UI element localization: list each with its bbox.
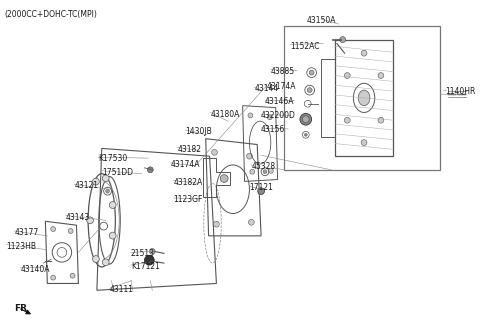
Bar bbox=[335, 40, 393, 156]
Circle shape bbox=[268, 168, 273, 173]
Circle shape bbox=[248, 113, 253, 118]
Circle shape bbox=[250, 169, 255, 174]
Circle shape bbox=[51, 275, 56, 280]
Text: FR: FR bbox=[14, 304, 27, 313]
Text: K17530: K17530 bbox=[98, 154, 127, 163]
Circle shape bbox=[263, 170, 267, 174]
Text: K17121: K17121 bbox=[131, 262, 160, 271]
Text: 1123GF: 1123GF bbox=[174, 195, 203, 204]
Text: 1152AC: 1152AC bbox=[290, 42, 320, 50]
Circle shape bbox=[144, 255, 154, 265]
Text: 432200D: 432200D bbox=[261, 111, 296, 121]
Text: 1140HR: 1140HR bbox=[446, 87, 476, 96]
Circle shape bbox=[220, 175, 228, 182]
Text: 43144: 43144 bbox=[254, 84, 278, 93]
Circle shape bbox=[361, 140, 367, 146]
Text: 43140A: 43140A bbox=[20, 265, 49, 274]
Text: 43143: 43143 bbox=[66, 213, 90, 222]
Circle shape bbox=[378, 72, 384, 78]
Circle shape bbox=[344, 72, 350, 78]
Text: 43182: 43182 bbox=[178, 145, 202, 153]
Circle shape bbox=[267, 115, 272, 120]
Circle shape bbox=[51, 227, 56, 231]
Text: 43177: 43177 bbox=[14, 228, 38, 237]
Text: 43174A: 43174A bbox=[267, 82, 297, 91]
Circle shape bbox=[147, 167, 153, 173]
Circle shape bbox=[361, 50, 367, 56]
Ellipse shape bbox=[358, 90, 370, 106]
Text: 1751DD: 1751DD bbox=[102, 168, 133, 177]
Circle shape bbox=[304, 133, 307, 136]
Circle shape bbox=[212, 150, 217, 155]
Text: 43111: 43111 bbox=[109, 285, 133, 294]
Text: 17121: 17121 bbox=[250, 183, 273, 192]
Circle shape bbox=[93, 178, 99, 185]
Circle shape bbox=[309, 70, 314, 75]
Circle shape bbox=[307, 88, 312, 93]
Circle shape bbox=[300, 113, 312, 125]
Circle shape bbox=[109, 232, 116, 239]
Text: 21513: 21513 bbox=[131, 250, 155, 258]
Text: 43150A: 43150A bbox=[307, 16, 336, 25]
Circle shape bbox=[102, 259, 109, 266]
Circle shape bbox=[344, 117, 350, 123]
Bar bbox=[285, 26, 440, 170]
Circle shape bbox=[106, 189, 109, 193]
Text: 45328: 45328 bbox=[252, 162, 276, 171]
Circle shape bbox=[149, 249, 155, 254]
Text: 43156: 43156 bbox=[261, 125, 285, 134]
Circle shape bbox=[258, 188, 264, 195]
Circle shape bbox=[68, 228, 73, 233]
Circle shape bbox=[109, 202, 116, 208]
Text: 43182A: 43182A bbox=[174, 177, 203, 187]
Text: 43174A: 43174A bbox=[171, 160, 200, 169]
Text: 43146A: 43146A bbox=[265, 97, 294, 106]
Text: 43121: 43121 bbox=[74, 181, 98, 190]
Text: (2000CC+DOHC-TC(MPI): (2000CC+DOHC-TC(MPI) bbox=[5, 10, 97, 20]
Circle shape bbox=[87, 217, 94, 224]
Circle shape bbox=[214, 221, 219, 227]
Text: 1430JB: 1430JB bbox=[185, 127, 212, 136]
Circle shape bbox=[378, 117, 384, 123]
Circle shape bbox=[247, 153, 252, 159]
Circle shape bbox=[93, 256, 99, 262]
Text: 43180A: 43180A bbox=[211, 110, 240, 119]
Text: 43885: 43885 bbox=[271, 67, 295, 76]
Circle shape bbox=[70, 273, 75, 278]
Circle shape bbox=[302, 116, 309, 123]
Circle shape bbox=[102, 175, 109, 182]
Circle shape bbox=[340, 37, 346, 43]
Text: 1123HB: 1123HB bbox=[7, 242, 36, 251]
Circle shape bbox=[249, 219, 254, 225]
